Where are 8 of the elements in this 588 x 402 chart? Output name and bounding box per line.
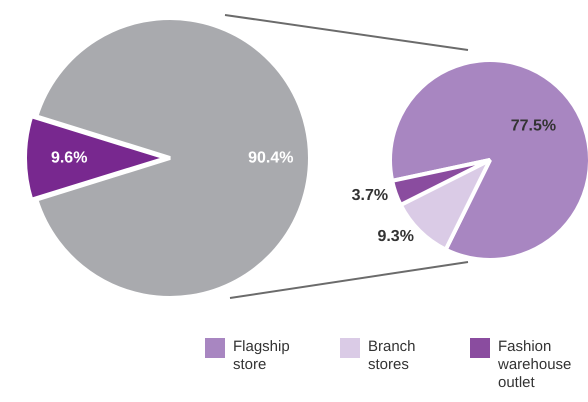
data-label: 9.3%: [377, 228, 414, 246]
data-label: 77.5%: [510, 118, 556, 135]
legend-label: Flagship store: [233, 338, 291, 374]
data-label: 90.4%: [248, 149, 294, 166]
legend-label: Fashion warehouse outlet: [498, 338, 572, 392]
legend-label: Branch stores: [368, 338, 417, 374]
data-label: 9.6%: [50, 149, 88, 166]
data-label: 3.7%: [352, 187, 388, 204]
